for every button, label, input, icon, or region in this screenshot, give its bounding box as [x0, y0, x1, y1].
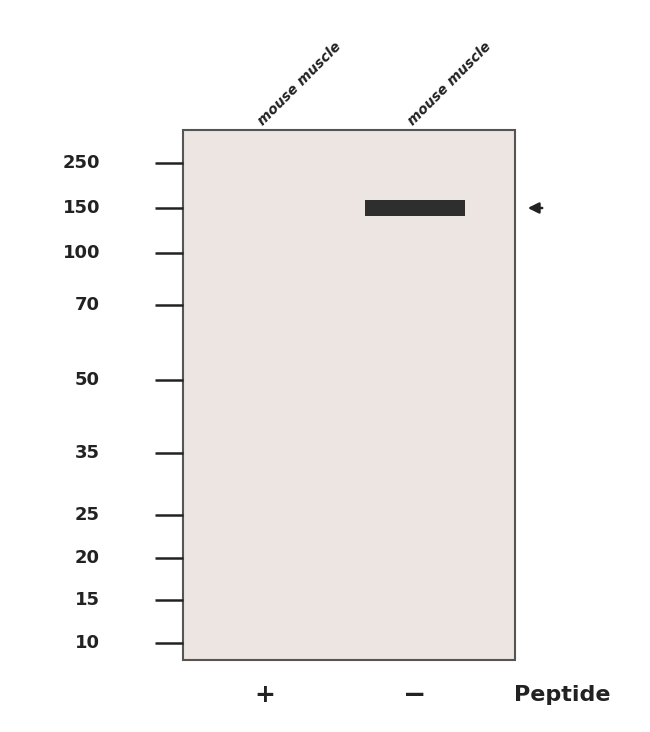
- Text: mouse muscle: mouse muscle: [255, 40, 344, 128]
- Bar: [365, 200, 465, 216]
- Text: 15: 15: [75, 591, 100, 609]
- Text: +: +: [255, 683, 276, 707]
- Text: 50: 50: [75, 371, 100, 389]
- Text: Peptide: Peptide: [514, 685, 610, 705]
- Text: mouse muscle: mouse muscle: [405, 40, 494, 128]
- Text: 70: 70: [75, 296, 100, 314]
- Bar: [183, 130, 515, 660]
- Text: −: −: [404, 681, 426, 709]
- Text: 20: 20: [75, 549, 100, 567]
- Text: 35: 35: [75, 444, 100, 462]
- Text: 150: 150: [62, 199, 100, 217]
- Text: 100: 100: [62, 244, 100, 262]
- Text: 250: 250: [62, 154, 100, 172]
- Text: 25: 25: [75, 506, 100, 524]
- Text: 10: 10: [75, 634, 100, 652]
